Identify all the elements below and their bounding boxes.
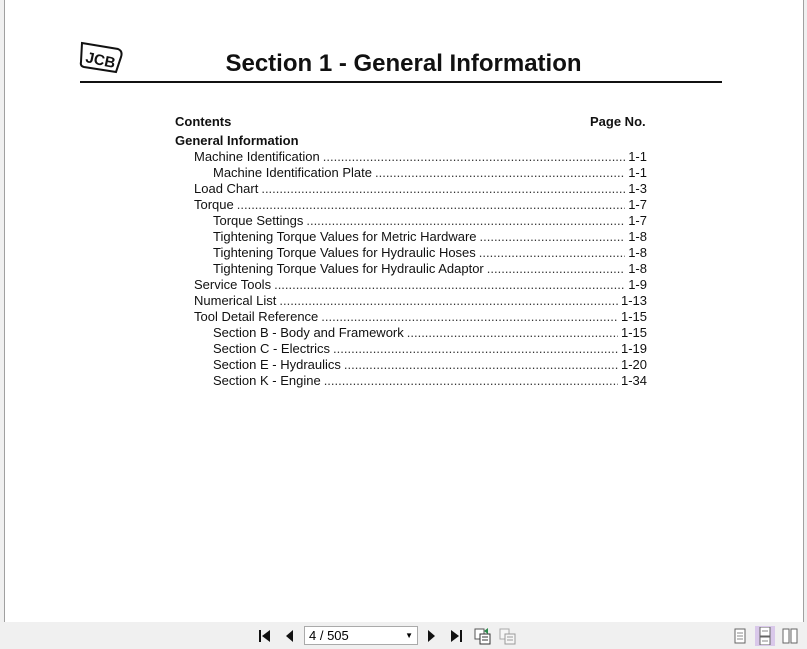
dot-leader: [344, 357, 618, 373]
toc-entry[interactable]: Tool Detail Reference 1-15: [194, 309, 647, 325]
toc-entry-page: 1-3: [628, 181, 647, 196]
last-page-icon[interactable]: [447, 627, 465, 645]
continuous-view-icon[interactable]: [755, 626, 775, 646]
toc-entry-page: 1-19: [620, 341, 647, 356]
toc-entry[interactable]: Section C - Electrics 1-19: [213, 341, 647, 357]
dot-leader: [321, 309, 618, 325]
dot-leader: [261, 181, 625, 197]
toc-entry-page: 1-8: [628, 245, 647, 260]
toc-entry-page: 1-1: [628, 165, 647, 180]
dot-leader: [323, 149, 625, 165]
toc-entry[interactable]: Torque Settings 1-7: [213, 213, 647, 229]
single-page-view-icon[interactable]: [731, 626, 749, 646]
toc-entry-page: 1-13: [620, 293, 647, 308]
dot-leader: [306, 213, 625, 229]
dot-leader: [279, 293, 618, 309]
toc-entry[interactable]: Load Chart 1-3: [194, 181, 647, 197]
contents-heading: Contents: [175, 114, 232, 129]
prev-page-icon[interactable]: [281, 627, 297, 645]
toc-entry-label: Numerical List: [194, 293, 277, 308]
page-number-input[interactable]: 4 / 505 ▼: [304, 626, 418, 645]
toc-entry-label: Tightening Torque Values for Hydraulic A…: [213, 261, 484, 276]
toc-entry[interactable]: Section B - Body and Framework 1-15: [213, 325, 647, 341]
dot-leader: [333, 341, 618, 357]
toc-entry-label: Tightening Torque Values for Metric Hard…: [213, 229, 477, 244]
toc-entry-label: Machine Identification: [194, 149, 320, 164]
toc-entry-page: 1-1: [628, 149, 647, 164]
toc-entry-page: 1-9: [628, 277, 647, 292]
toc-entry[interactable]: Tightening Torque Values for Hydraulic H…: [213, 245, 647, 261]
toc-entry-label: Section B - Body and Framework: [213, 325, 404, 340]
page-title: Section 1 - General Information: [225, 50, 582, 77]
toc-entry[interactable]: Machine Identification Plate 1-1: [213, 165, 647, 181]
page-no-heading: Page No.: [590, 114, 646, 129]
toc-entry[interactable]: Tightening Torque Values for Hydraulic A…: [213, 261, 647, 277]
page-indicator: 4 / 505: [309, 628, 349, 643]
toc-entry-page: 1-20: [620, 357, 647, 372]
toc-entry-label: Tightening Torque Values for Hydraulic H…: [213, 245, 476, 260]
toc-entry-page: 1-8: [628, 261, 647, 276]
goto-next-view-icon[interactable]: [498, 627, 518, 645]
toc-entry-label: Machine Identification Plate: [213, 165, 372, 180]
dot-leader: [375, 165, 625, 181]
toc-entry-page: 1-15: [620, 309, 647, 324]
chevron-down-icon[interactable]: ▼: [405, 631, 413, 640]
toc-entry[interactable]: Section E - Hydraulics 1-20: [213, 357, 647, 373]
dot-leader: [479, 245, 625, 261]
toc-entry-page: 1-7: [628, 213, 647, 228]
toc-entry[interactable]: Machine Identification 1-1: [194, 149, 647, 165]
toc-entry[interactable]: Tightening Torque Values for Metric Hard…: [213, 229, 647, 245]
group-heading: General Information: [175, 133, 299, 148]
toc-entry-page: 1-15: [620, 325, 647, 340]
toc-entry-label: Section E - Hydraulics: [213, 357, 341, 372]
dot-leader: [237, 197, 625, 213]
toc-entry[interactable]: Numerical List 1-13: [194, 293, 647, 309]
svg-text:JCB: JCB: [84, 49, 117, 72]
toc-entry-label: Torque: [194, 197, 234, 212]
first-page-icon[interactable]: [256, 627, 274, 645]
dot-leader: [274, 277, 625, 293]
dot-leader: [480, 229, 626, 245]
dot-leader: [324, 373, 618, 389]
toc-entry-label: Service Tools: [194, 277, 272, 292]
toc-entry-page: 1-34: [620, 373, 647, 388]
toc-entry-page: 1-7: [628, 197, 647, 212]
viewer-toolbar: 4 / 505 ▼: [0, 622, 807, 649]
toc-entry-label: Section K - Engine: [213, 373, 321, 388]
jcb-logo: JCB: [79, 41, 123, 74]
two-page-view-icon[interactable]: [781, 626, 799, 646]
title-rule: [80, 81, 722, 83]
toc-entry-label: Tool Detail Reference: [194, 309, 319, 324]
toc-entry[interactable]: Service Tools 1-9: [194, 277, 647, 293]
toc-entry-label: Torque Settings: [213, 213, 304, 228]
toc-entry[interactable]: Torque 1-7: [194, 197, 647, 213]
goto-previous-view-icon[interactable]: [473, 627, 493, 645]
next-page-icon[interactable]: [424, 627, 440, 645]
toc-entry-label: Section C - Electrics: [213, 341, 331, 356]
toc-entry-label: Load Chart: [194, 181, 259, 196]
dot-leader: [407, 325, 618, 341]
dot-leader: [487, 261, 625, 277]
toc-entry[interactable]: Section K - Engine 1-34: [213, 373, 647, 389]
toc-entry-page: 1-8: [628, 229, 647, 244]
